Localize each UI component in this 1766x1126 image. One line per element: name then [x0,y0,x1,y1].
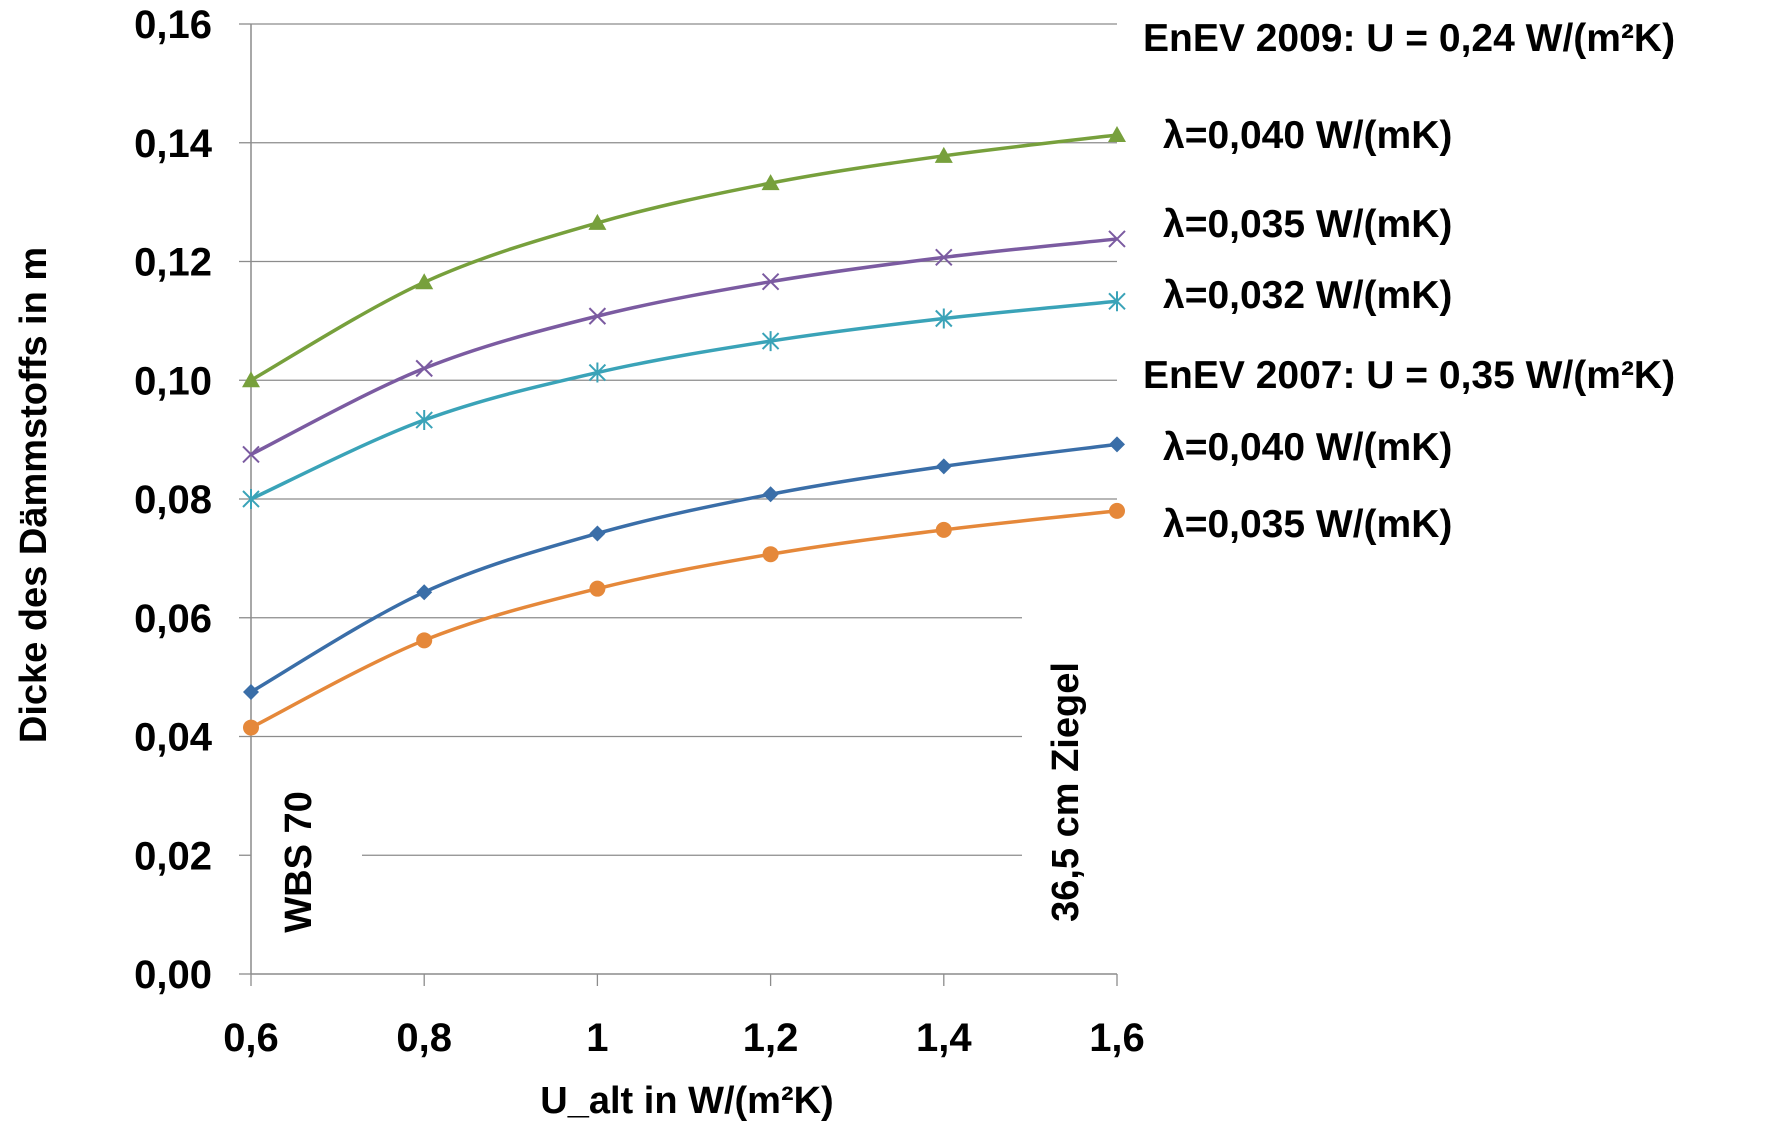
y-tick-label: 0,08 [134,478,212,522]
y-tick-labels: 0,00 0,02 0,04 0,06 0,08 0,10 0,12 0,14 0,16 [134,3,213,997]
data-point [935,248,953,267]
data-point [761,174,780,191]
data-point [415,410,433,431]
data-point [589,525,606,542]
y-tick-label: 0,10 [134,359,212,403]
data-point [935,458,952,475]
x-axis-title: U_alt in W/(m²K) [540,1080,833,1122]
data-point [243,719,259,736]
axes [239,23,1118,986]
x-tick-label: 0,6 [223,1016,279,1060]
data-point [761,331,780,352]
data-point [242,445,260,464]
y-tick-label: 0,06 [134,597,212,641]
y-axis-title: Dicke des Dämmstoffs in m [13,247,55,743]
annotation-wbs70: WBS 70 [278,791,320,932]
series-line [250,509,1118,730]
y-tick-label: 0,02 [134,834,212,878]
data-point [762,546,779,563]
x-tick-label: 1,2 [743,1016,799,1060]
series-5 [243,502,1125,736]
data-point [416,632,433,649]
y-tick-label: 0,04 [134,716,213,760]
legend-label-enev2009-040: λ=0,040 W/(mK) [1163,114,1452,157]
y-tick-label: 0,12 [134,241,212,285]
x-tick-label: 0,8 [396,1016,452,1060]
legend-label-enev2009-035: λ=0,035 W/(mK) [1163,203,1452,246]
series-line [250,299,1118,501]
data-point [588,307,607,325]
data-point [1109,436,1125,453]
data-point [415,273,434,290]
data-point [589,580,606,597]
data-point [243,683,259,700]
legend-label-enev2007-040: λ=0,040 W/(mK) [1163,426,1452,469]
data-point [1108,230,1126,248]
legend-label-enev2007-035: λ=0,035 W/(mK) [1163,503,1452,546]
data-point [934,146,953,163]
series-line [250,133,1118,382]
y-tick-label: 0,16 [134,3,212,47]
series-3 [242,291,1126,509]
x-tick-labels: 0,6 0,8 1 1,2 1,4 1,6 [223,1016,1145,1060]
y-tick-label: 0,14 [134,122,213,166]
data-point [242,371,260,388]
data-point [588,362,607,383]
series-layer [242,126,1126,736]
data-point [1108,126,1126,143]
legend-group-enev-2007: EnEV 2007: U = 0,35 W/(m²K) [1143,354,1675,397]
data-point [935,308,953,329]
x-tick-label: 1,6 [1089,1016,1145,1060]
data-point [762,486,779,503]
series-1 [242,126,1126,388]
legend-label-enev2009-032: λ=0,032 W/(mK) [1163,274,1452,317]
x-tick-label: 1 [586,1016,608,1060]
data-point [761,272,780,291]
annotation-ziegel: 36,5 cm Ziegel [1045,662,1087,922]
data-point [242,489,260,509]
series-line [250,442,1118,694]
legend-group-enev-2009: EnEV 2009: U = 0,24 W/(m²K) [1143,17,1675,60]
data-point [415,359,433,378]
data-point [588,213,607,230]
series-4 [243,436,1125,700]
data-point [1109,502,1125,519]
data-point [416,584,433,601]
series-line [250,237,1118,457]
y-tick-label: 0,00 [134,953,212,997]
data-point [935,521,952,538]
data-point [1108,291,1126,312]
series-2 [242,230,1126,464]
x-tick-label: 1,4 [916,1016,972,1060]
